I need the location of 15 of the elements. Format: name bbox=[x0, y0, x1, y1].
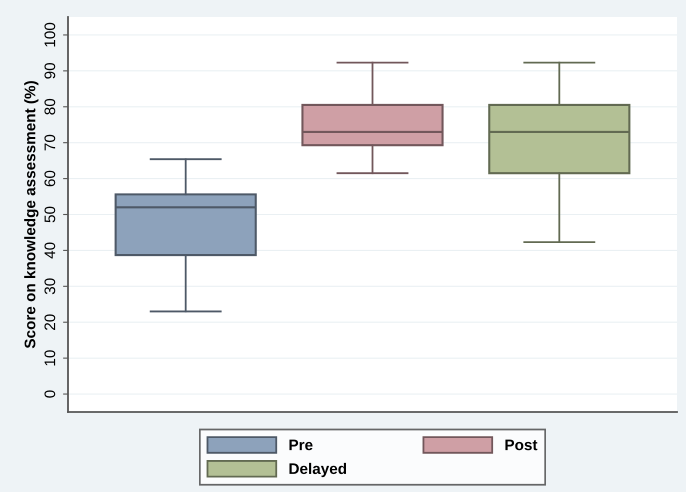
y-tick-label: 0 bbox=[44, 390, 56, 398]
y-tick-label: 70 bbox=[44, 134, 56, 150]
y-axis-title: Score on knowledge assessment (%) bbox=[24, 81, 38, 348]
y-tick-label: 90 bbox=[44, 62, 56, 79]
y-tick-label: 40 bbox=[44, 242, 56, 259]
y-tick-label: 80 bbox=[44, 98, 56, 115]
y-tick-label: 100 bbox=[44, 22, 56, 47]
legend-label: Post bbox=[505, 440, 538, 450]
y-tick-label: 20 bbox=[44, 314, 56, 330]
legend-label: Delayed bbox=[289, 462, 346, 478]
y-tick-label: 50 bbox=[44, 206, 56, 222]
legend-label: Pre bbox=[289, 440, 313, 450]
y-tick-label: 10 bbox=[44, 350, 56, 366]
y-tick-label: 30 bbox=[44, 278, 56, 294]
y-tick-label: 60 bbox=[44, 170, 56, 186]
